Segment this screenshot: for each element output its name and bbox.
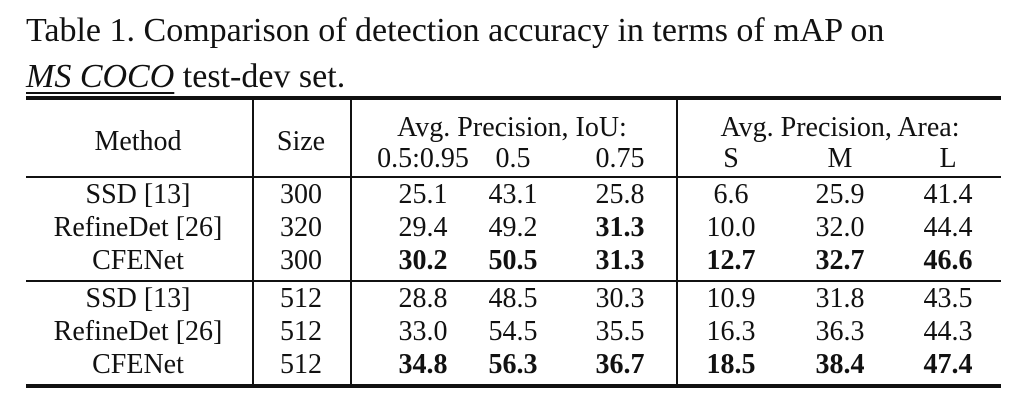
header-group-iou: Avg. Precision, IoU: [397,112,627,143]
cell-value: 47.4 [923,349,973,380]
cell-value: 10.0 [706,212,756,243]
subheader-iou-0-5-0-95: 0.5:0.95 [377,143,469,174]
subheader-area-m: M [827,143,853,174]
cell-value: 30.3 [595,283,645,314]
caption-line-2-rest: test-dev set. [174,58,346,95]
cell-value: 44.4 [923,212,973,243]
cell-value: 44.3 [923,316,973,347]
cell-value: 54.5 [488,316,538,347]
cell-value: 16.3 [706,316,756,347]
header-group-area: Avg. Precision, Area: [720,112,960,143]
cell-value: 36.3 [815,316,865,347]
cell-value: 25.1 [398,179,448,210]
caption-line-1: Table 1. Comparison of detection accurac… [26,12,885,49]
cell-value: 29.4 [398,212,448,243]
cell-value: 32.7 [815,245,865,276]
table-caption: Table 1. Comparison of detection accurac… [26,8,1001,100]
cell-value: 25.9 [815,179,865,210]
cell-value: 43.1 [488,179,538,210]
caption-line-2: MS COCO test-dev set. [26,54,1001,100]
subheader-area-s: S [723,143,739,174]
group-rule [26,280,1001,282]
header-size: Size [276,126,326,157]
cell-method: SSD [13] [85,179,191,210]
header-method: Method [94,126,182,157]
subheader-iou-0-5: 0.5 [495,143,531,174]
subheader-area-l: L [939,143,957,174]
divider-size-iou [350,100,352,384]
cell-value: 18.5 [706,349,756,380]
cell-size: 320 [280,212,322,243]
cell-value: 34.8 [398,349,448,380]
cell-method: CFENet [92,349,184,380]
cell-size: 300 [280,245,322,276]
cell-size: 300 [280,179,322,210]
cell-size: 512 [280,283,322,314]
cell-value: 49.2 [488,212,538,243]
caption-dataset-name: MS COCO [26,58,175,95]
cell-method: SSD [13] [85,283,191,314]
cell-value: 43.5 [923,283,973,314]
cell-method: RefineDet [26] [53,316,223,347]
cell-value: 6.6 [713,179,749,210]
cell-value: 31.8 [815,283,865,314]
cell-value: 56.3 [488,349,538,380]
cell-value: 50.5 [488,245,538,276]
cell-value: 31.3 [595,212,645,243]
cell-value: 31.3 [595,245,645,276]
cell-size: 512 [280,316,322,347]
cell-value: 30.2 [398,245,448,276]
cell-value: 33.0 [398,316,448,347]
divider-iou-area [676,100,678,384]
cell-value: 28.8 [398,283,448,314]
cell-value: 32.0 [815,212,865,243]
header-rule [26,176,1001,178]
cell-method: CFENet [92,245,184,276]
top-rule [26,96,1001,100]
cell-value: 10.9 [706,283,756,314]
subheader-iou-0-75: 0.75 [595,143,645,174]
cell-value: 38.4 [815,349,865,380]
cell-value: 12.7 [706,245,756,276]
cell-value: 48.5 [488,283,538,314]
bottom-rule [26,384,1001,388]
divider-method-size [252,100,254,384]
cell-value: 46.6 [923,245,973,276]
cell-method: RefineDet [26] [53,212,223,243]
cell-value: 41.4 [923,179,973,210]
cell-value: 25.8 [595,179,645,210]
cell-value: 35.5 [595,316,645,347]
cell-size: 512 [280,349,322,380]
cell-value: 36.7 [595,349,645,380]
